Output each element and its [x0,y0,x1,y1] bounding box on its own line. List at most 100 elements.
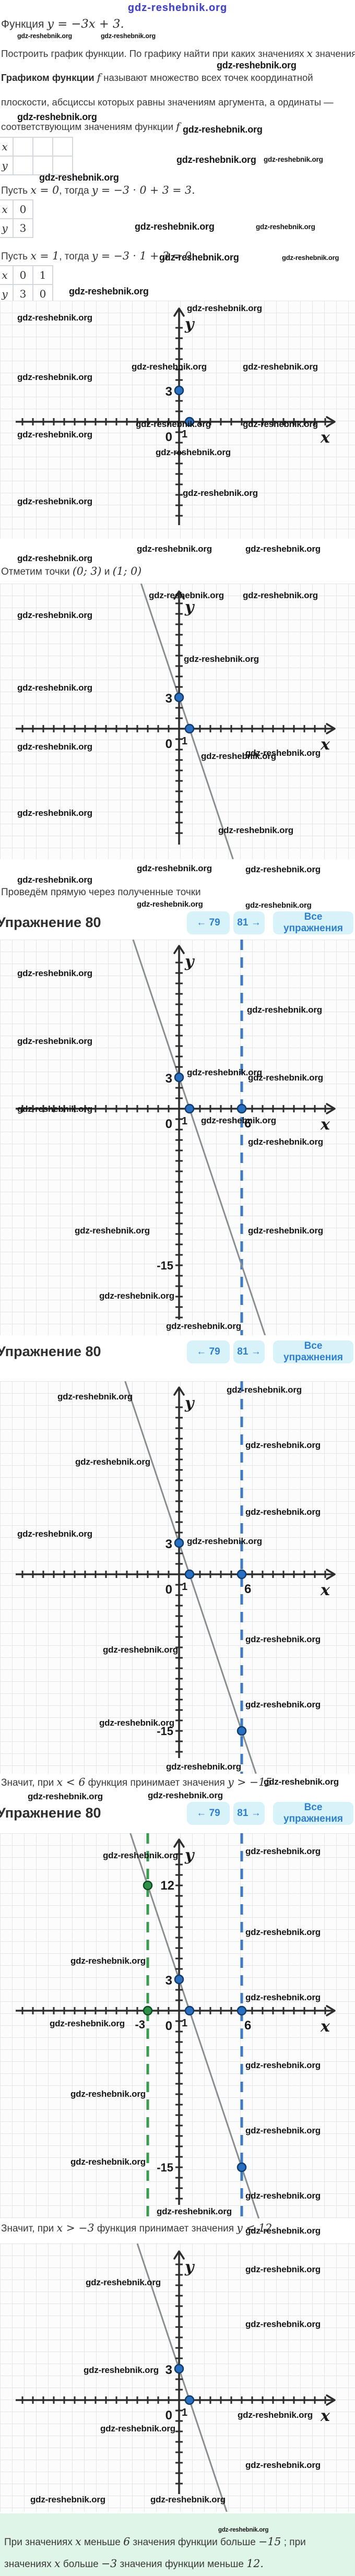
watermark: gdz-reshebnik.org [57,1392,133,1402]
watermark: gdz-reshebnik.org [99,1291,174,1301]
watermark: gdz-reshebnik.org [245,1507,321,1517]
function-line [129,1833,260,2218]
watermark: gdz-reshebnik.org [245,2191,321,2201]
green-point [143,2005,153,2016]
watermark: gdz-reshebnik.org [84,2365,159,2375]
watermark: gdz-reshebnik.org [245,1634,321,1644]
watermark: gdz-reshebnik.org [245,748,321,758]
table-row-label: x [0,265,14,285]
axis-label-x: x [320,1581,330,1599]
axis-label-0: 0 [165,1583,172,1597]
watermark: gdz-reshebnik.org [245,2226,321,2236]
table-cell: 3 [13,284,33,304]
exercise-header-3: Упражнение 80 ← 79 81 → Все упражнения [0,1801,355,1828]
axis-label-0: 0 [165,2019,172,2033]
prev-exercise-button[interactable]: ← 79 [187,1340,230,1363]
x-axis-arrow [326,723,336,734]
watermark: gdz-reshebnik.org [17,610,92,620]
watermark: gdz-reshebnik.org [17,1104,92,1114]
table-cell [52,156,73,175]
note-mark-points: Отметим точки (0; 3) и (1; 0) [1,565,142,577]
plane-dashed-x6-svg: yx0 136-15gdz-reshebnik.orggdz-reshebnik.… [16,940,336,1335]
blue-point [184,723,195,734]
prev-exercise-button[interactable]: ← 79 [187,1802,230,1825]
watermark: gdz-reshebnik.org [17,112,97,122]
watermark: gdz-reshebnik.org [218,2527,269,2533]
exercise-header-2: Упражнение 80 ← 79 81 → Все упражнения [0,1339,355,1367]
next-exercise-button[interactable]: 81 → [233,1802,265,1825]
watermark: gdz-reshebnik.org [30,2495,105,2504]
watermark: gdz-reshebnik.org [245,1440,321,1450]
watermark: gdz-reshebnik.org [75,1457,150,1467]
blue-point [236,1103,247,1114]
exercise-title: Упражнение 80 [0,1805,101,1821]
table-cell: 0 [13,199,33,219]
axis-label--3: -3 [135,2018,145,2031]
watermark: gdz-reshebnik.org [243,590,318,600]
next-exercise-button[interactable]: 81 → [233,1340,265,1363]
step-x0: Пусть x = 0, тогда y = −3 · 0 + 3 = 3. [1,184,195,196]
axis-label-1: 1 [182,2017,187,2029]
x-axis-arrow [326,1569,336,1580]
all-exercises-button[interactable]: Все упражнения [273,1340,353,1363]
watermark: gdz-reshebnik.org [166,1321,241,1331]
plane-marked-points-svg: y x 0 1 3 gdz-reshebnik.org gdz-reshebnik.org g… [16,303,336,525]
table-row-label: y [0,156,14,175]
axis-label-y: y [184,315,195,334]
table-cell [32,137,53,157]
axis-label-3: 3 [165,692,172,706]
axis-label-0: 0 [165,1117,172,1131]
prev-exercise-button[interactable]: ← 79 [187,911,230,934]
watermark: gdz-reshebnik.org [245,901,312,910]
axis-label--15: -15 [157,1259,173,1272]
watermark: gdz-reshebnik.org [176,155,256,165]
watermark: gdz-reshebnik.org [17,808,92,818]
axis-label-y: y [184,2258,195,2276]
axis-label-3: 3 [165,2363,172,2377]
watermark: gdz-reshebnik.org [201,751,276,761]
watermark: gdz-reshebnik.org [282,254,339,262]
axis-label-3: 3 [165,385,172,399]
watermark: gdz-reshebnik.org [156,447,231,457]
watermark: gdz-reshebnik.org [100,2424,175,2433]
watermark: gdz-reshebnik.org [39,172,119,183]
watermark: gdz-reshebnik.org [238,2410,313,2420]
watermark: gdz-reshebnik.org [136,419,211,429]
answer-box: При значениях x меньше 6 значения функци… [0,2513,355,2576]
watermark: gdz-reshebnik.org [137,863,212,873]
blue-point [236,1726,247,1736]
blue-point [174,1538,184,1548]
axis-label-y: y [184,598,195,616]
all-exercises-button[interactable]: Все упражнения [273,1802,353,1825]
table-cell: 3 [13,218,33,238]
watermark: gdz-reshebnik.org [148,1790,223,1800]
table-row-label: y [0,218,14,238]
y-axis-arrow [173,945,185,954]
axis-label-3: 3 [165,1974,172,1988]
coordinate-plane-line: y x 0 1 3 gdz-reshebnik.org gdz-reshebnik.org g… [0,584,355,859]
axis-label--15: -15 [157,1725,173,1738]
all-exercises-button[interactable]: Все упражнения [273,911,353,934]
coordinate-plane-dashed-minus3: y x 0 1 3 6 12 -3 -15 gdz-reshebnik.org gdz-resheb… [0,1833,355,2218]
coordinate-plane-point-6-minus15: y x 0 1 3 6 -15 gdz-reshebnik.org gdz-reshebnik.… [0,1381,355,1774]
watermark: gdz-reshebnik.org [184,654,259,664]
function-line [132,940,266,1335]
watermark: gdz-reshebnik.org [256,223,315,231]
watermark: gdz-reshebnik.org [135,221,215,232]
blue-point [184,2005,195,2016]
table-cell [32,156,53,175]
axis-label-1: 1 [182,1581,187,1593]
green-point [143,1880,153,1891]
axis-label-1: 1 [182,1115,187,1127]
watermark: gdz-reshebnik.org [245,2060,321,2070]
watermark: gdz-reshebnik.org [245,1927,321,1937]
function-line [136,2243,228,2512]
next-exercise-button[interactable]: 81 → [233,911,265,934]
watermark: gdz-reshebnik.org [69,286,149,296]
watermark: gdz-reshebnik.org [245,864,321,874]
conclusion-x-greater-minus3: Значит, при x > −3 функция принимает зна… [1,2222,273,2234]
